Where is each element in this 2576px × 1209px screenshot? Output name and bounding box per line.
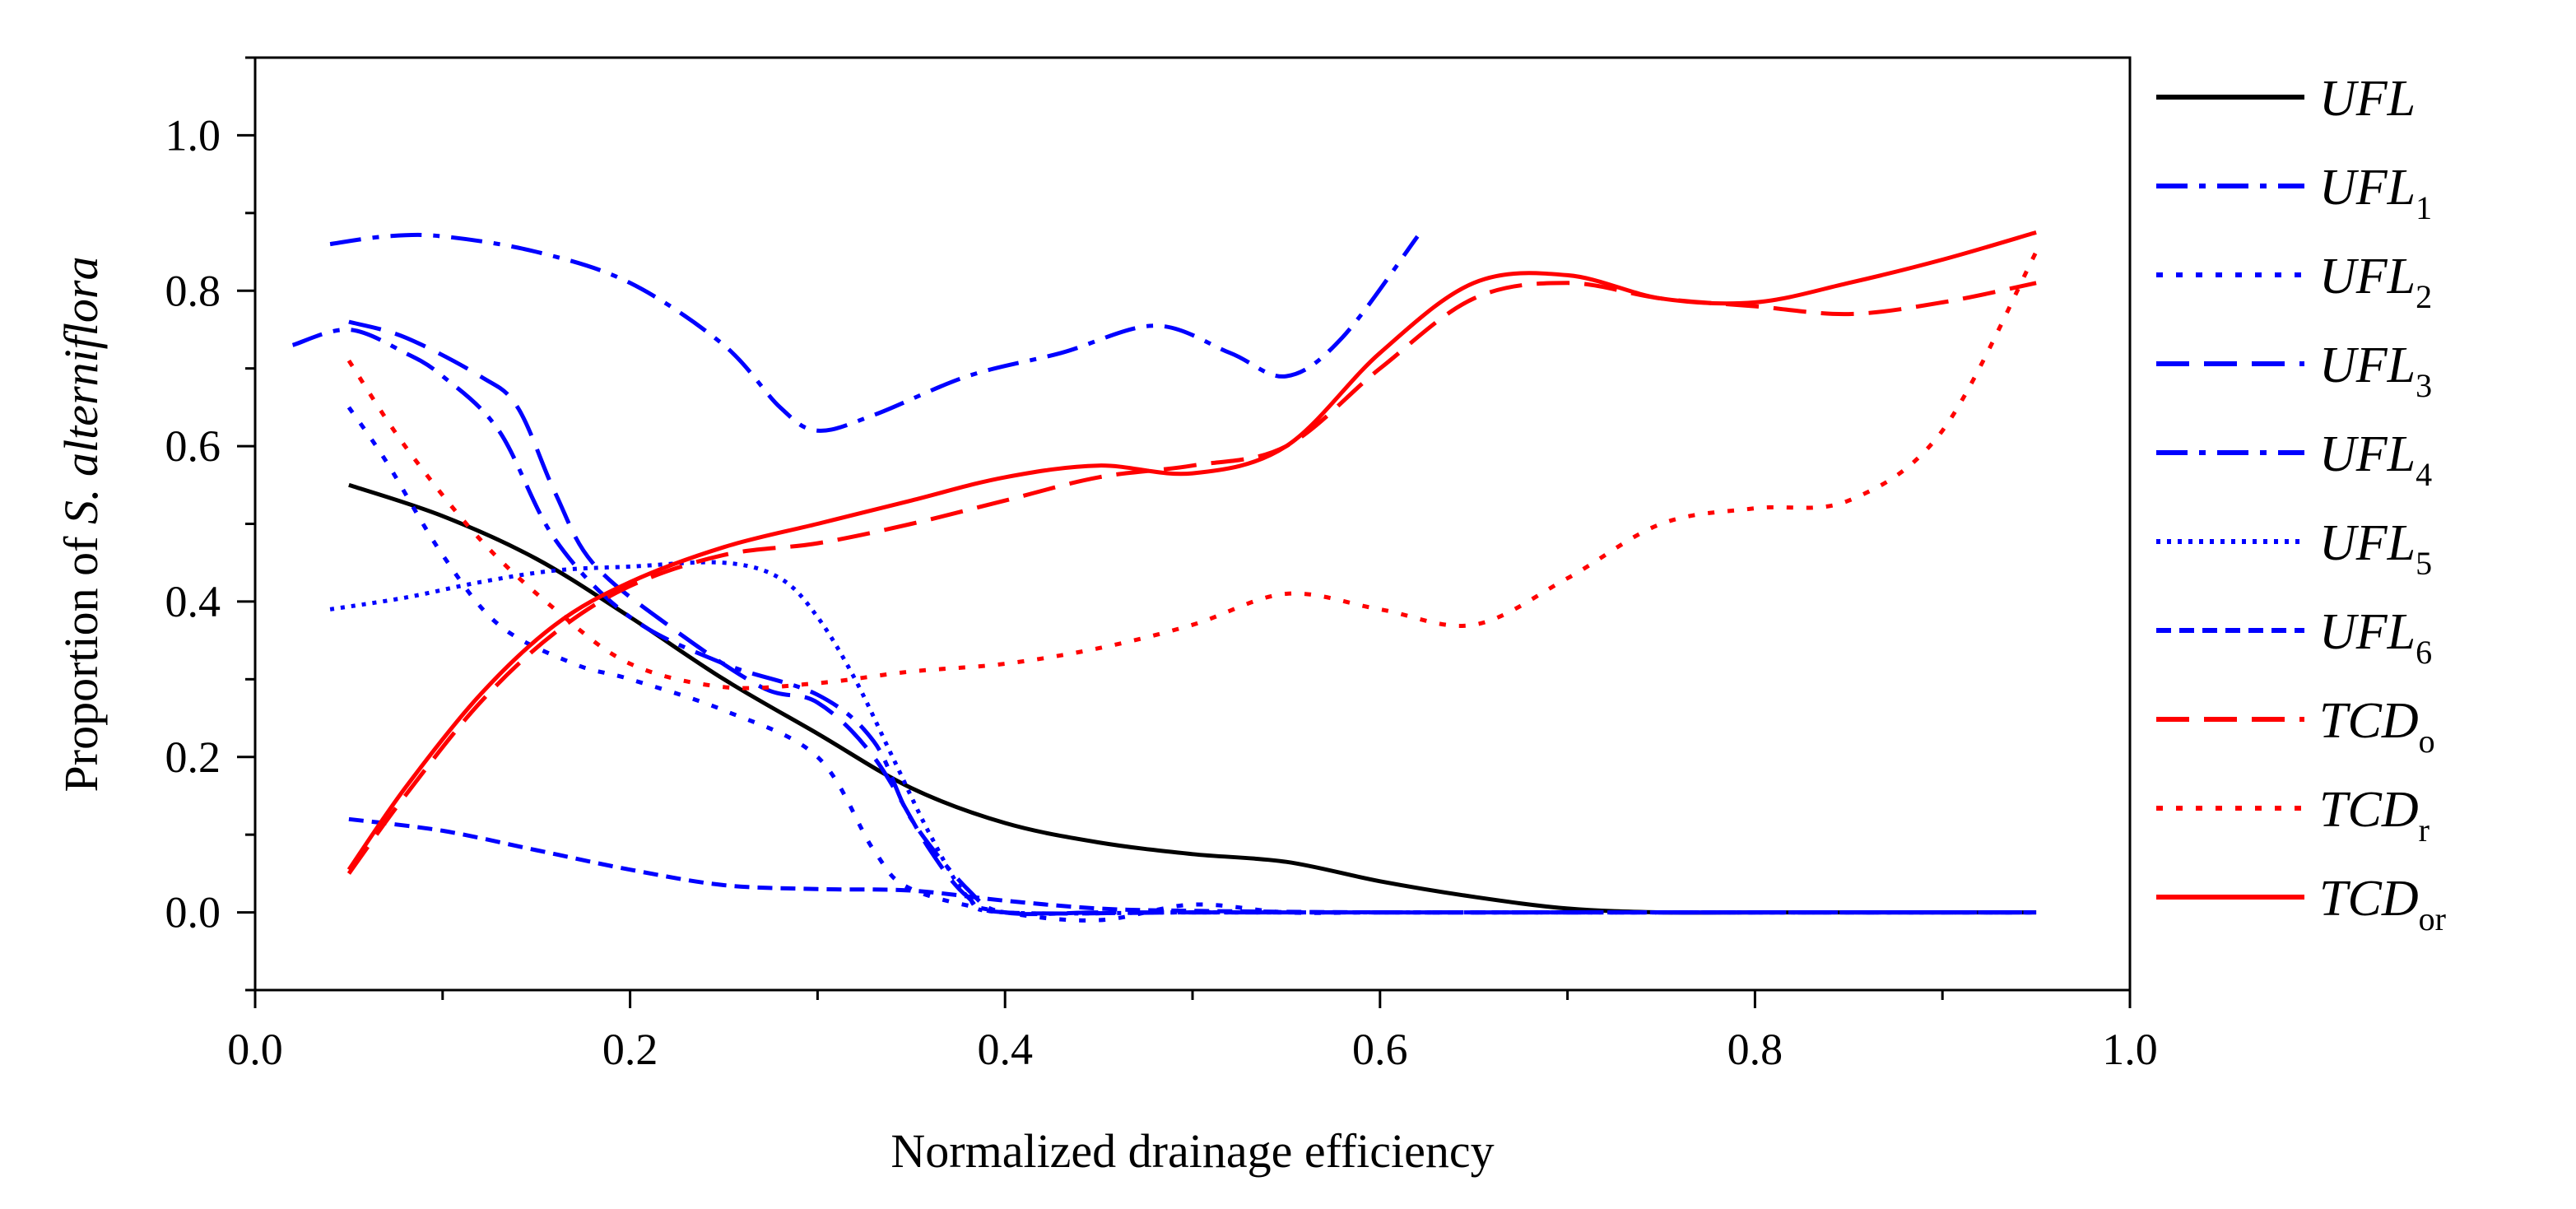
legend-label-tcdo: TCDo — [2319, 693, 2435, 760]
x-tick-label: 0.2 — [602, 1025, 658, 1074]
series-line-tcdr — [346, 250, 2039, 691]
y-tick-label: 1.0 — [165, 110, 221, 160]
series-line-ufl2 — [346, 406, 2037, 923]
x-axis-title: Normalized drainage efficiency — [890, 1124, 1494, 1178]
y-axis-title-species: S. alterniflora — [54, 257, 108, 524]
series-line-tcdo — [346, 281, 2037, 875]
axis-ticks — [237, 56, 2132, 1008]
x-tick-label: 1.0 — [2102, 1025, 2158, 1074]
axis-tick-labels: 0.0 0.2 0.4 0.6 0.8 1.0 0.0 0.2 0.4 0.6 0.8 1.0 — [165, 110, 2158, 1074]
y-tick-label: 0.4 — [165, 577, 221, 626]
legend-label-ufl3: UFL3 — [2319, 337, 2432, 404]
legend: UFL UFL1 UFL2 UFL3 UFL4 UFL5 UFL6 TCDo TCDr TCDor — [2156, 71, 2446, 937]
legend-label-tcdr: TCDr — [2319, 782, 2430, 849]
y-axis-title-prefix: Proportion of — [54, 524, 108, 792]
x-tick-label: 0.4 — [977, 1025, 1033, 1074]
x-tick-label: 0.0 — [227, 1025, 283, 1074]
legend-label-ufl5: UFL5 — [2319, 515, 2432, 582]
series-line-ufl6 — [348, 816, 2037, 915]
y-axis-title: Proportion of S. alterniflora — [54, 257, 108, 793]
series-lines — [291, 230, 2039, 923]
legend-label-ufl2: UFL2 — [2319, 249, 2432, 315]
y-tick-label: 0.2 — [165, 732, 221, 782]
legend-label-ufl1: UFL1 — [2319, 160, 2432, 226]
series-line-tcdor — [346, 230, 2037, 872]
legend-label-ufl6: UFL6 — [2319, 604, 2432, 671]
y-tick-label: 0.0 — [165, 888, 221, 937]
legend-label-tcdor: TCDor — [2319, 871, 2446, 937]
y-tick-label: 0.8 — [165, 266, 221, 315]
x-tick-label: 0.8 — [1727, 1025, 1783, 1074]
legend-label-ufl: UFL — [2319, 71, 2416, 127]
series-line-ufl — [348, 482, 2037, 915]
x-tick-label: 0.6 — [1352, 1025, 1408, 1074]
series-line-ufl1 — [291, 327, 2037, 917]
legend-label-ufl4: UFL4 — [2319, 426, 2432, 493]
series-line-ufl3 — [348, 319, 2037, 916]
series-line-ufl4 — [329, 232, 1420, 433]
y-tick-label: 0.6 — [165, 421, 221, 471]
